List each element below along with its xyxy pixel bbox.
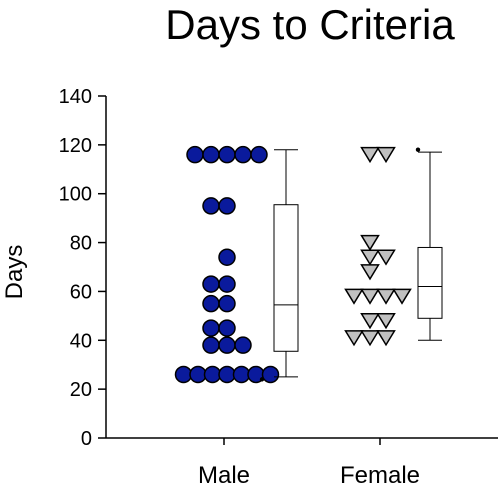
data-point [261,365,280,384]
data-point [218,275,236,293]
y-tick-label: 80 [70,233,92,255]
data-point [174,365,193,384]
data-point [376,330,396,347]
data-point [203,365,222,384]
y-axis-title: Days [1,245,28,300]
data-point [360,288,380,305]
data-point [360,264,380,281]
marks [174,145,443,384]
data-point [189,365,207,384]
data-point [218,197,236,215]
data-point [218,145,236,164]
data-point [234,336,252,354]
data-point [202,197,220,215]
data-point [232,365,251,384]
data-point [202,336,220,354]
data-point [202,275,220,293]
y-tick-label: 120 [59,135,92,157]
box-body [417,246,443,319]
x-tick-label: Male [198,462,250,489]
chart-title: Days to Criteria [165,1,455,48]
y-tick-label: 100 [59,184,92,206]
data-point [376,146,396,164]
axes: 0 20 40 60 80 100 120 140 Male Female [59,86,498,489]
data-point [360,249,380,266]
y-tick-label: 20 [70,379,92,401]
data-point [234,145,252,164]
box-body [273,204,299,352]
data-point [360,146,380,164]
data-point [376,249,396,266]
data-point [186,145,204,164]
data-point [376,312,396,330]
data-point [360,312,380,330]
x-tick-label: Female [340,462,420,489]
data-point [218,294,236,313]
data-point [360,234,380,252]
data-point [360,330,380,347]
data-point [344,288,364,305]
data-point [218,365,236,384]
data-point [344,330,364,347]
data-point [218,319,236,337]
data-point [202,145,220,164]
data-point [376,288,396,305]
data-point [218,248,236,266]
data-point [202,319,220,337]
y-tick-label: 0 [81,428,92,450]
y-tick-label: 60 [70,281,92,303]
data-point [250,145,268,164]
y-tick-label: 40 [70,330,92,352]
data-point [218,336,236,354]
y-tick-label: 140 [59,86,92,108]
box-outlier [415,147,421,152]
box-outlier [259,377,265,382]
data-point [392,288,412,305]
data-point [202,294,220,313]
